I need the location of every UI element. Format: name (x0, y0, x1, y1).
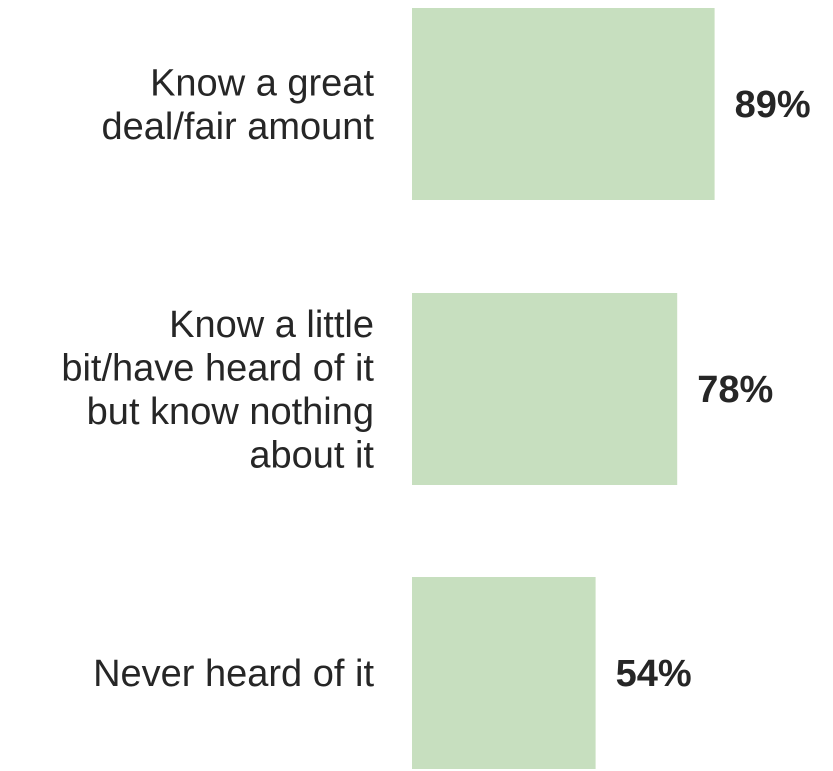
category-label-1: Know a great deal/fair amount (102, 62, 375, 148)
value-label-3: 54% (616, 653, 692, 695)
category-label-line: Know a great (150, 62, 374, 104)
category-label-line: Know a little (169, 304, 374, 346)
value-label-2: 78% (697, 369, 773, 411)
category-label-line: deal/fair amount (102, 106, 375, 148)
value-label-1: 89% (735, 84, 811, 126)
bar-3 (412, 577, 596, 769)
bar-1 (412, 8, 715, 200)
category-label-2: Know a little bit/have heard of it but kno… (61, 304, 374, 477)
category-label-line: but know nothing (87, 391, 374, 433)
category-label-line: about it (249, 434, 374, 476)
category-label-3: Never heard of it (93, 653, 374, 695)
category-label-line: Never heard of it (93, 653, 374, 695)
category-label-line: bit/have heard of it (61, 347, 374, 389)
bar-2 (412, 293, 678, 485)
